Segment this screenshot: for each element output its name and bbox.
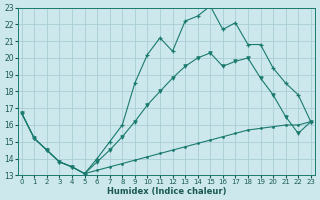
X-axis label: Humidex (Indice chaleur): Humidex (Indice chaleur) [107,187,226,196]
